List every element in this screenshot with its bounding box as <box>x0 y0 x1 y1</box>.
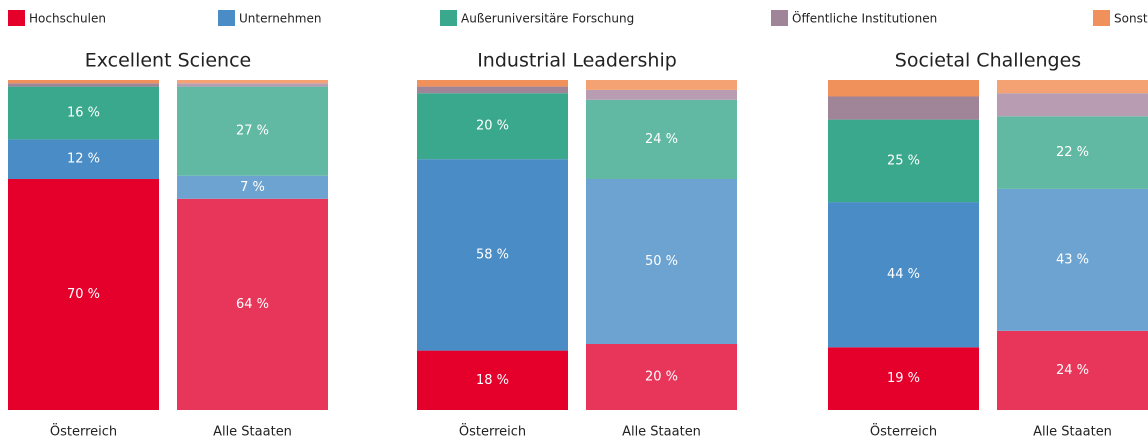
bar-segment <box>177 175 328 199</box>
bar-segment <box>417 159 568 351</box>
value-label: 70 % <box>67 287 100 302</box>
legend-swatch <box>8 10 25 26</box>
bar-segment <box>177 86 328 176</box>
bar-segment <box>8 139 159 179</box>
bar-segment <box>177 83 328 87</box>
bar-segment <box>997 93 1148 117</box>
panel-title: Industrial Leadership <box>477 50 677 72</box>
bar-segment <box>417 80 568 87</box>
bar-segment <box>417 86 568 94</box>
bar-segment <box>177 80 328 84</box>
bar-segment <box>8 83 159 87</box>
bar-segment <box>828 119 979 203</box>
x-tick-label: Alle Staaten <box>622 425 701 439</box>
legend-swatch <box>440 10 457 26</box>
value-label: 43 % <box>1056 252 1089 267</box>
bar-segment <box>828 96 979 120</box>
value-label: 12 % <box>67 152 100 167</box>
value-label: 18 % <box>476 373 509 388</box>
legend-swatch <box>218 10 235 26</box>
x-tick-label: Alle Staaten <box>1033 425 1112 439</box>
value-label: 7 % <box>240 180 265 195</box>
bar-segment <box>997 330 1148 410</box>
legend-label: Unternehmen <box>239 12 321 26</box>
value-label: 22 % <box>1056 145 1089 160</box>
bar-segment <box>8 80 159 84</box>
value-label: 20 % <box>645 370 678 385</box>
bar-segment <box>586 179 737 344</box>
bar-segment <box>997 116 1148 189</box>
bar-segment <box>828 202 979 348</box>
bar-segment <box>997 80 1148 94</box>
bar-segment <box>586 344 737 410</box>
legend-label: Hochschulen <box>29 12 106 26</box>
x-tick-label: Österreich <box>50 423 117 439</box>
bar-segment <box>586 89 737 100</box>
value-label: 20 % <box>476 119 509 134</box>
bar-segment <box>177 198 328 410</box>
value-label: 44 % <box>887 267 920 282</box>
value-label: 64 % <box>236 297 269 312</box>
panel-title: Societal Challenges <box>895 50 1081 72</box>
value-label: 50 % <box>645 254 678 269</box>
legend-label: Sonstige <box>1114 12 1148 26</box>
value-label: 24 % <box>645 132 678 147</box>
x-tick-label: Österreich <box>459 423 526 439</box>
legend-swatch <box>1093 10 1110 26</box>
bar-segment <box>828 347 979 410</box>
bar-segment <box>417 350 568 410</box>
value-label: 25 % <box>887 153 920 168</box>
value-label: 27 % <box>236 124 269 139</box>
bar-segment <box>8 86 159 140</box>
bar-segment <box>586 99 737 179</box>
bar-segment <box>586 80 737 90</box>
x-tick-label: Österreich <box>870 423 937 439</box>
value-label: 16 % <box>67 106 100 121</box>
legend-label: Öffentliche Institutionen <box>792 10 937 26</box>
x-tick-label: Alle Staaten <box>213 425 292 439</box>
bar-segment <box>8 179 159 410</box>
bar-segment <box>417 93 568 160</box>
value-label: 58 % <box>476 247 509 262</box>
legend-label: Außeruniversitäre Forschung <box>461 12 634 26</box>
panel-title: Excellent Science <box>85 50 251 72</box>
value-label: 19 % <box>887 371 920 386</box>
bar-segment <box>997 188 1148 331</box>
value-label: 24 % <box>1056 363 1089 378</box>
legend-swatch <box>771 10 788 26</box>
bar-segment <box>828 80 979 97</box>
